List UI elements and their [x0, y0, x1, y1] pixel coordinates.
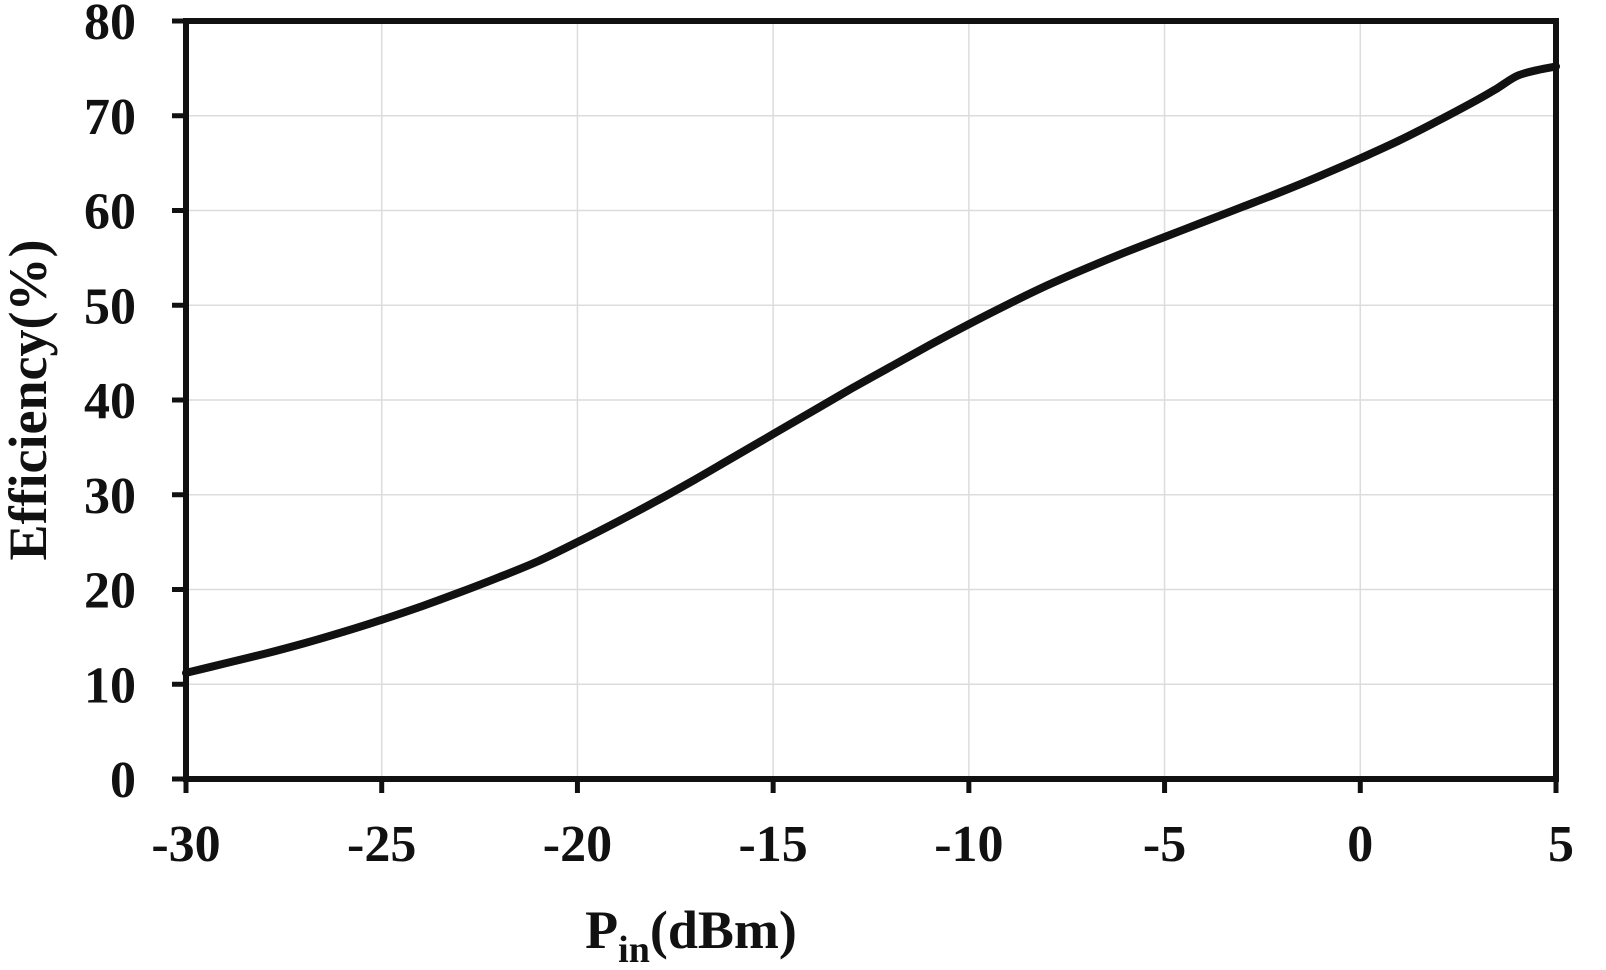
- plot-area-frame: [183, 18, 1559, 782]
- x-tick-label: -15: [738, 816, 807, 873]
- x-axis-title-subscript: in: [618, 929, 650, 970]
- x-tick-label: 0: [1347, 816, 1373, 873]
- y-tick-label: 20: [84, 563, 136, 620]
- x-tick-label: -25: [347, 816, 416, 873]
- y-tick-label: 10: [84, 657, 136, 714]
- efficiency-series-line: [182, 62, 1560, 677]
- x-tick-label: -30: [151, 816, 220, 873]
- x-axis-tick-labels: -30 -25 -20 -15 -10 -5 0 5: [151, 816, 1574, 873]
- y-axis-tick-labels: 0 10 20 30 40 50 60 70 80: [84, 0, 136, 809]
- x-tick-label: -10: [934, 816, 1003, 873]
- y-axis-title: Efficiency(%): [0, 240, 58, 561]
- y-tick-label: 40: [84, 373, 136, 430]
- x-axis-title-main: P: [585, 900, 618, 960]
- x-axis-title: Pin(dBm): [585, 900, 797, 970]
- x-axis-title-unit: (dBm): [650, 900, 797, 960]
- y-tick-label: 60: [84, 184, 136, 241]
- y-tick-label: 0: [110, 752, 136, 809]
- grid-lines: [186, 21, 1556, 779]
- y-tick-label: 80: [84, 0, 136, 51]
- y-tick-label: 50: [84, 278, 136, 335]
- x-tick-label: -5: [1143, 816, 1186, 873]
- y-tick-label: 30: [84, 468, 136, 525]
- x-tick-label: 5: [1548, 816, 1574, 873]
- y-tick-label: 70: [84, 89, 136, 146]
- x-tick-label: -20: [543, 816, 612, 873]
